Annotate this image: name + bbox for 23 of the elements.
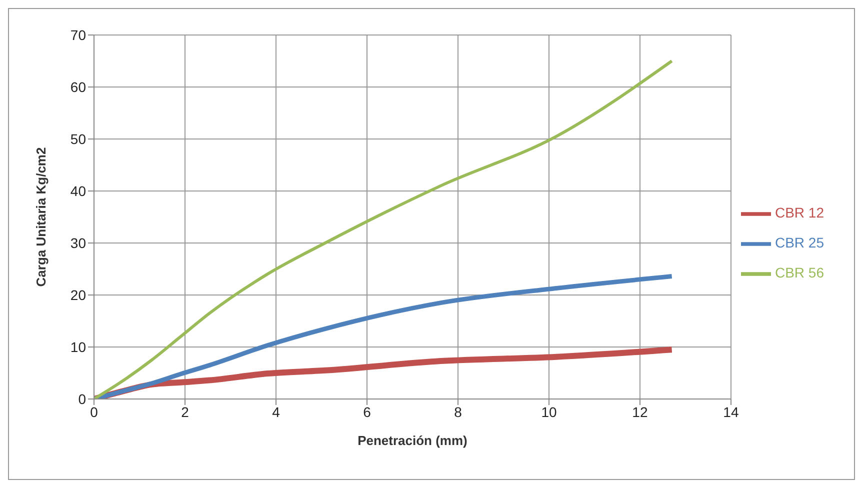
x-tick-label: 4 <box>272 404 280 420</box>
line-series <box>94 60 674 399</box>
y-axis-title: Carga Unitaria Kg/cm2 <box>34 147 49 287</box>
x-tick-label: 10 <box>541 404 557 420</box>
y-tick-label: 0 <box>78 390 86 407</box>
y-tick-label: 60 <box>70 78 86 95</box>
x-tick-label: 2 <box>181 404 190 420</box>
x-tick-label: 12 <box>632 404 648 420</box>
legend-label: CBR 25 <box>774 234 824 251</box>
y-tick-label: 20 <box>70 286 86 303</box>
y-tick-label: 30 <box>70 234 86 251</box>
line-series <box>94 274 674 399</box>
y-tick-label: 70 <box>70 26 86 43</box>
x-tick-label: 0 <box>90 404 98 420</box>
x-tick-label: 8 <box>454 404 462 420</box>
x-tick-label: 14 <box>723 404 739 420</box>
y-tick-label: 10 <box>70 338 86 355</box>
x-axis-title: Penetración (mm) <box>358 433 468 448</box>
legend-label: CBR 56 <box>774 264 824 281</box>
y-tick-label: 40 <box>70 182 86 199</box>
y-tick-label: 50 <box>70 130 86 147</box>
x-tick-label: 6 <box>363 404 372 420</box>
legend-label: CBR 12 <box>774 204 824 221</box>
